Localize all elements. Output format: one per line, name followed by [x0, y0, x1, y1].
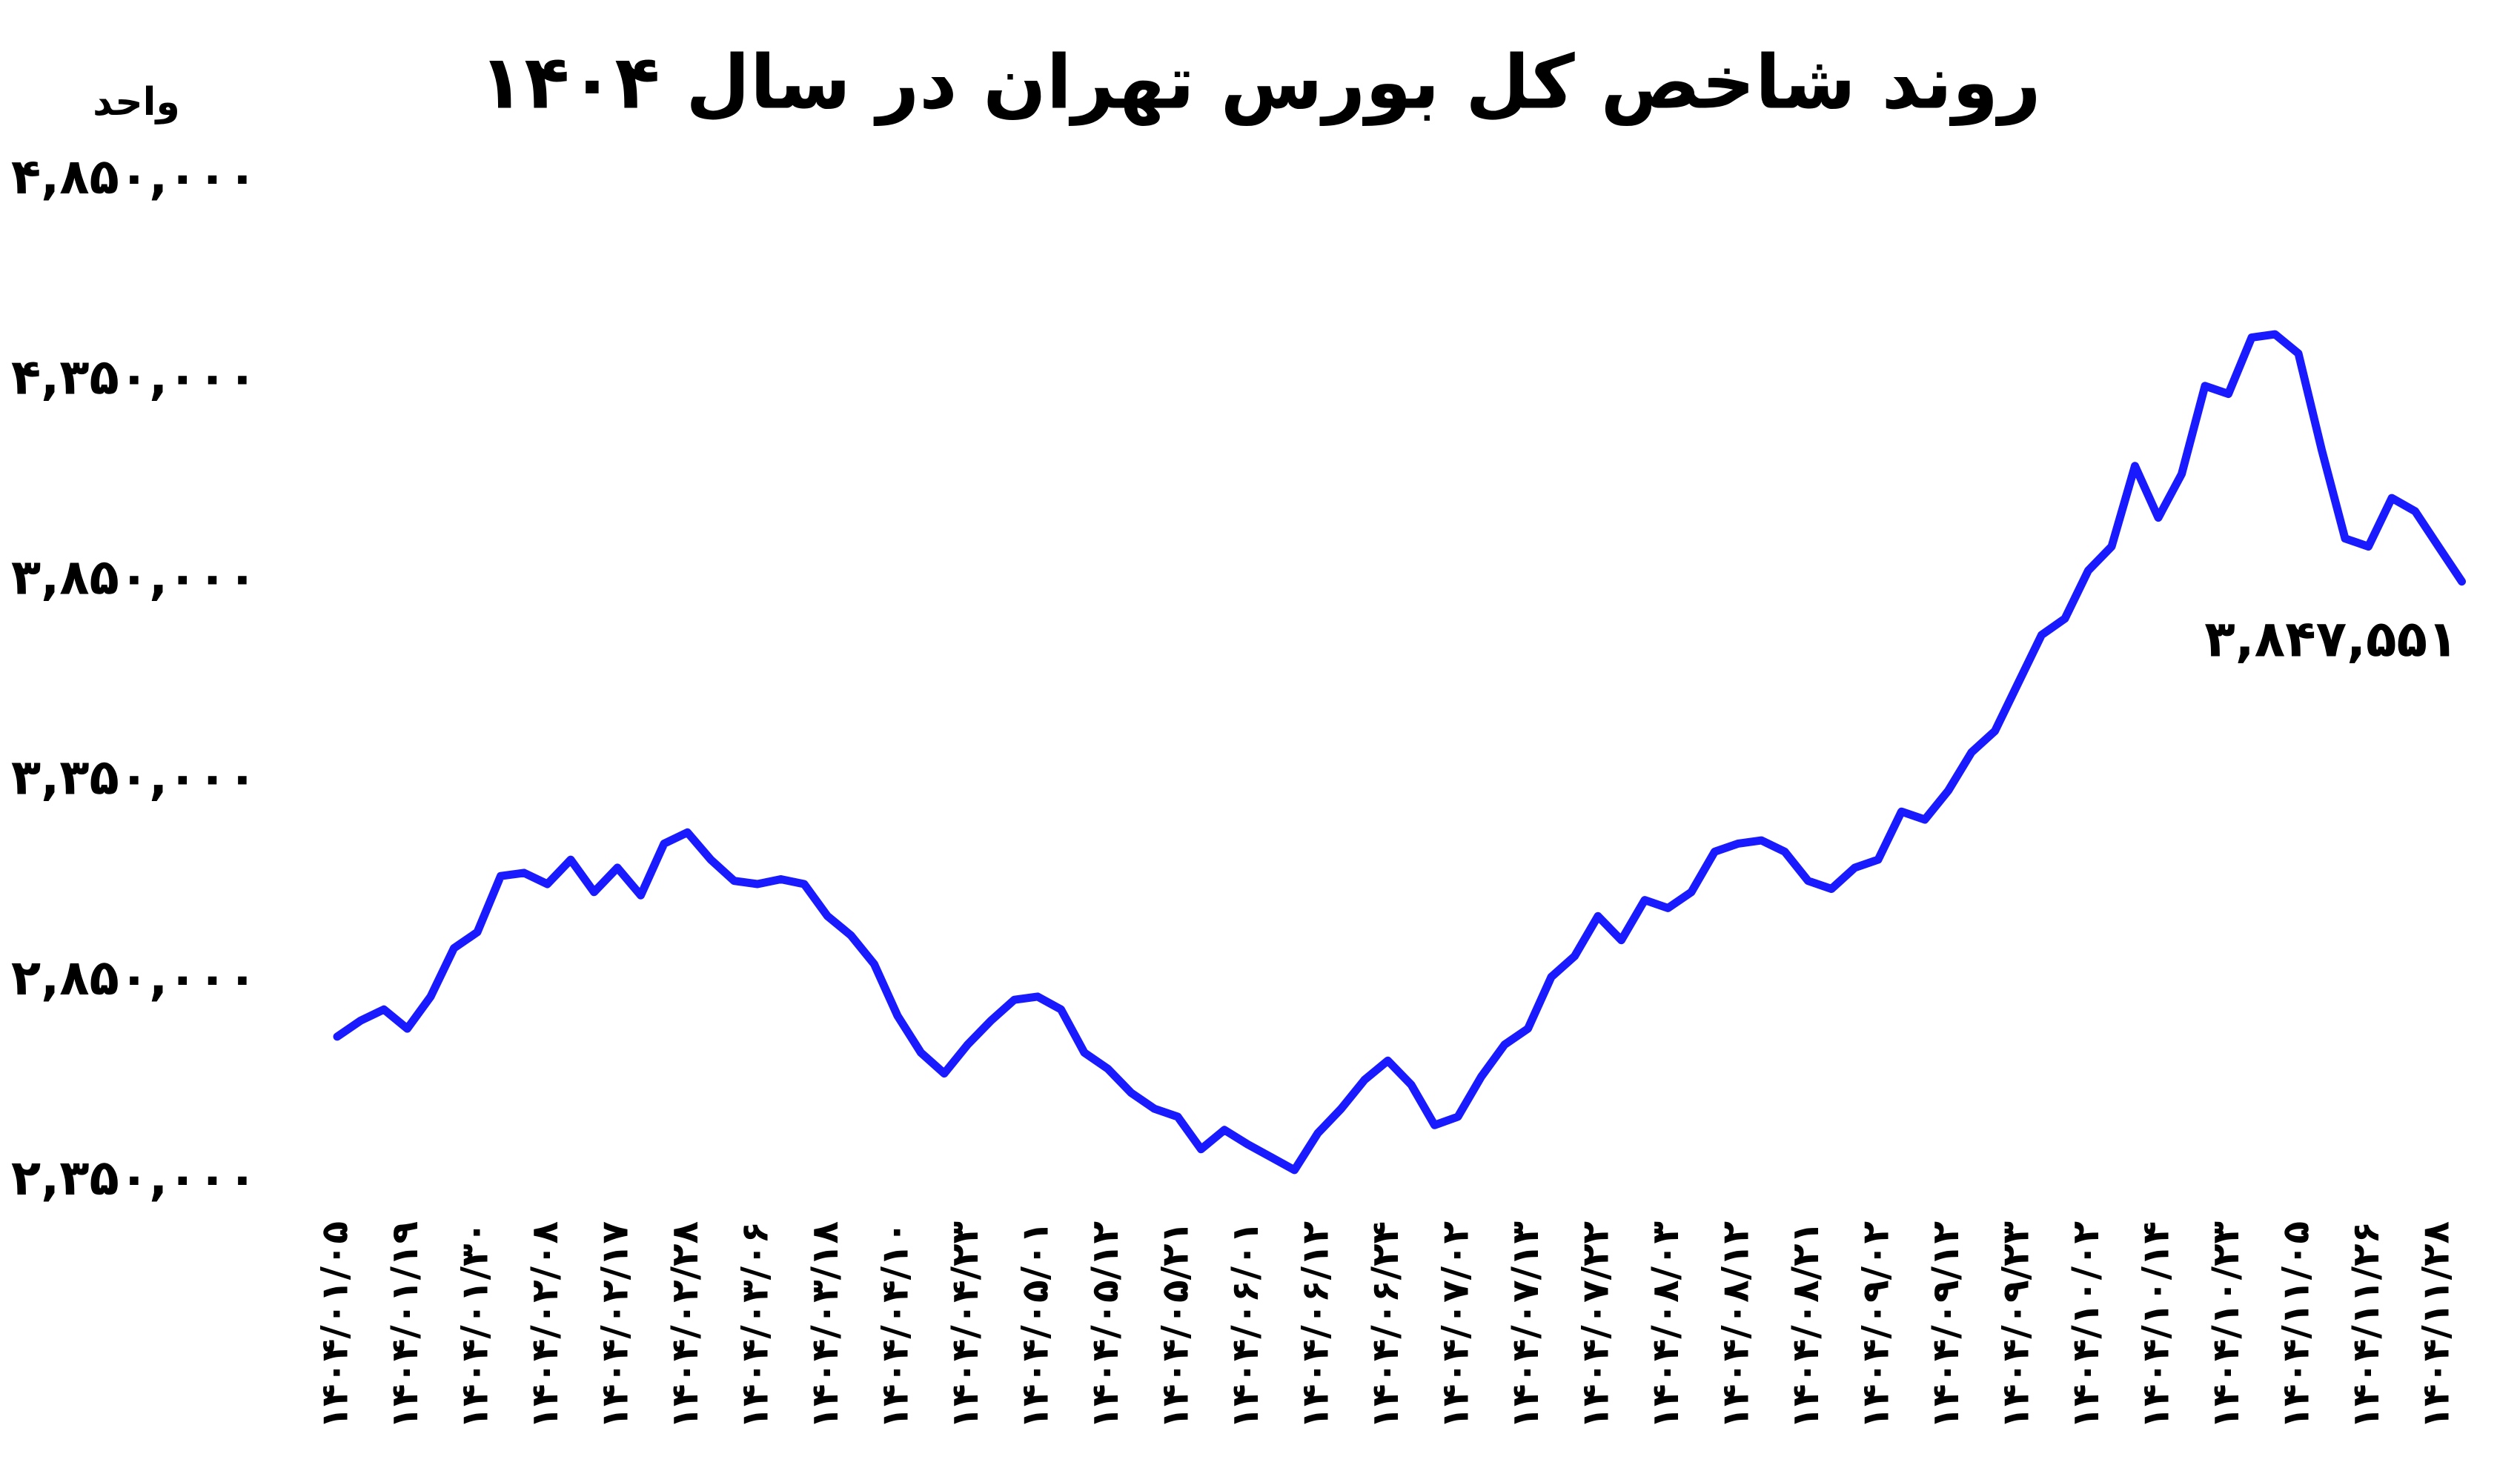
y-tick-label: ۳,۳۵۰,۰۰۰ — [11, 749, 257, 806]
x-tick-label: ۱۴۰۴/۰۱/۰۵ — [314, 1221, 357, 1429]
chart-title: روند شاخص کل بورس تهران در سال ۱۴۰۴ — [479, 39, 2040, 126]
x-tick-label: ۱۴۰۴/۰۴/۲۳ — [944, 1221, 987, 1429]
x-tick-label: ۱۴۰۴/۰۶/۲۴ — [1364, 1221, 1407, 1429]
x-tick-label: ۱۴۰۴/۰۳/۰۶ — [734, 1221, 777, 1429]
y-tick-label: ۳,۸۵۰,۰۰۰ — [11, 548, 257, 605]
value-label: ۳,۸۴۷,۵۵۱ — [2204, 610, 2458, 668]
x-tick-label: ۱۴۰۴/۱۱/۰۵ — [2275, 1221, 2318, 1429]
x-tick-label: ۱۴۰۴/۰۹/۲۳ — [1995, 1221, 2037, 1429]
x-tick-label: ۱۴۰۴/۰۵/۲۱ — [1154, 1221, 1197, 1429]
x-tick-label: ۱۴۰۴/۰۷/۰۲ — [1434, 1221, 1477, 1429]
x-tick-label: ۱۴۰۴/۰۵/۱۲ — [1084, 1221, 1127, 1429]
x-tick-label: ۱۴۰۴/۰۲/۱۷ — [594, 1221, 637, 1429]
y-tick-label: ۲,۳۵۰,۰۰۰ — [11, 1149, 257, 1206]
x-tick-label: ۱۴۰۴/۰۶/۱۲ — [1294, 1221, 1337, 1429]
line-series — [333, 330, 2466, 1175]
x-tick-label: ۱۴۰۴/۰۹/۰۲ — [1854, 1221, 1897, 1429]
y-axis-unit: واحد — [93, 80, 180, 124]
y-tick-label: ۴,۳۵۰,۰۰۰ — [11, 348, 257, 405]
x-tick-label: ۱۴۰۴/۰۷/۲۲ — [1574, 1221, 1617, 1429]
x-tick-label: ۱۴۰۴/۱۱/۲۸ — [2415, 1221, 2458, 1429]
x-tick-label: ۱۴۰۴/۰۸/۱۲ — [1714, 1221, 1757, 1429]
x-tick-label: ۱۴۰۴/۱۰/۱۴ — [2135, 1221, 2178, 1429]
x-tick-label: ۱۴۰۴/۰۸/۲۱ — [1784, 1221, 1827, 1429]
x-tick-label: ۱۴۰۴/۰۸/۰۳ — [1644, 1221, 1687, 1429]
x-tick-label: ۱۴۰۴/۰۳/۱۸ — [803, 1221, 846, 1429]
x-tick-label: ۱۴۰۴/۰۴/۱۰ — [874, 1221, 917, 1429]
x-tick-label: ۱۴۰۴/۰۷/۱۳ — [1504, 1221, 1547, 1429]
x-tick-label: ۱۴۰۴/۱۰/۲۳ — [2204, 1221, 2247, 1429]
x-tick-label: ۱۴۰۴/۰۱/۳۰ — [454, 1221, 497, 1429]
y-tick-label: ۴,۸۵۰,۰۰۰ — [11, 148, 257, 205]
x-tick-label: ۱۴۰۴/۰۵/۰۱ — [1014, 1221, 1057, 1429]
x-tick-label: ۱۴۰۴/۰۱/۱۹ — [383, 1221, 426, 1429]
x-tick-label: ۱۴۰۴/۰۲/۲۸ — [663, 1221, 706, 1429]
x-tick-label: ۱۴۰۴/۱۱/۲۶ — [2344, 1221, 2387, 1429]
x-tick-label: ۱۴۰۴/۰۲/۰۸ — [523, 1221, 566, 1429]
y-tick-label: ۲,۸۵۰,۰۰۰ — [11, 949, 257, 1006]
x-tick-label: ۱۴۰۴/۱۰/۰۲ — [2064, 1221, 2107, 1429]
x-tick-label: ۱۴۰۴/۰۶/۰۱ — [1224, 1221, 1267, 1429]
x-tick-label: ۱۴۰۴/۰۹/۱۲ — [1924, 1221, 1967, 1429]
